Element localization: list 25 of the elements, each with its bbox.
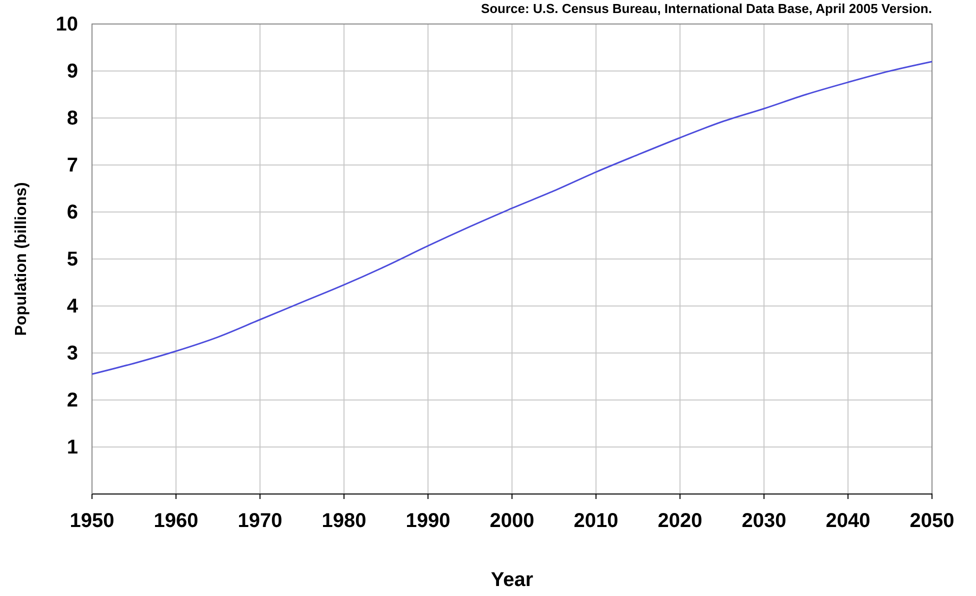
y-tick-label: 4: [66, 295, 79, 318]
x-tick-label: 2010: [574, 510, 618, 532]
y-tick-label: 6: [66, 201, 78, 224]
x-axis-title: Year: [490, 569, 534, 591]
y-tick-label: 8: [66, 107, 78, 130]
x-tick-label: 1990: [406, 510, 450, 532]
x-tick-label: 2050: [910, 510, 954, 532]
x-tick-label: 2030: [742, 510, 786, 532]
y-tick-label: 10: [56, 13, 78, 36]
source-note: Source: U.S. Census Bureau, International Data Base, April 2005 Version.: [480, 1, 932, 16]
x-tick-label: 2040: [826, 510, 870, 532]
y-axis-title: Population (billions): [13, 182, 30, 336]
x-tick-label: 2000: [490, 510, 534, 532]
x-tick-label: 1970: [238, 510, 282, 532]
y-tick-label: 7: [66, 154, 78, 176]
y-tick-label: 5: [66, 248, 78, 270]
x-tick-label: 1980: [322, 510, 366, 532]
y-tick-label: 3: [66, 342, 78, 364]
x-tick-label: 1960: [154, 510, 198, 532]
y-tick-label: 9: [66, 60, 78, 82]
line-series: [91, 60, 933, 375]
x-tick-label: 2020: [658, 510, 702, 532]
x-tick-label: 1950: [70, 510, 114, 532]
y-tick-label: 1: [66, 436, 78, 458]
y-tick-label: 2: [66, 389, 78, 412]
